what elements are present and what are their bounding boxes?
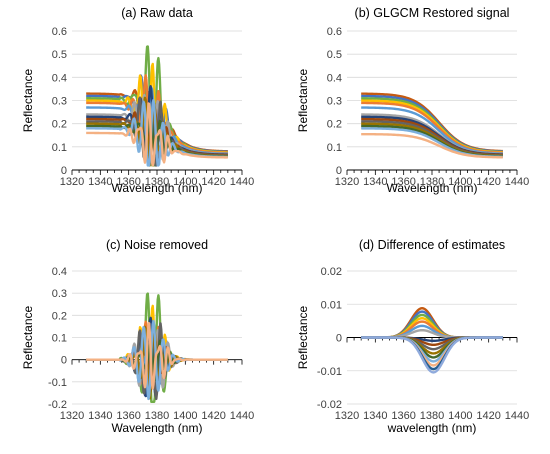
y-tick-label: -0.02 [317,399,342,411]
y-tick-label: 0.6 [327,26,342,38]
x-tick-label: 1400 [448,410,472,422]
y-tick-label: -0.1 [48,377,67,389]
x-tick-label: 1380 [420,410,444,422]
y-axis-label: Reflectance [296,68,310,132]
x-tick-label: 1400 [173,410,197,422]
y-tick-label: 0.1 [52,142,67,154]
y-tick-label: 0.1 [52,333,67,345]
x-tick-label: 1420 [476,410,500,422]
y-tick-label: 0.2 [52,119,67,131]
y-tick-label: -0.2 [48,399,67,411]
y-tick-label: 0.3 [52,96,67,108]
panel-a: 0 0.1 0.2 0.3 0.4 0.5 0.6 1320 1340 1360 1380 1400 1… [21,6,254,195]
x-tick-label: 1360 [391,176,415,188]
x-tick-label: 1340 [88,176,112,188]
x-tick-label: 1420 [476,176,500,188]
y-tick-label: 0.6 [52,26,67,38]
x-tick-label: 1360 [116,176,140,188]
y-tick-label: 0.5 [327,49,342,61]
x-tick-label: 1400 [448,176,472,188]
y-axis-label: Reflectance [296,305,310,369]
y-tick-label: 0.02 [321,266,342,278]
y-tick-label: 0.2 [327,119,342,131]
x-tick-label: 1440 [505,176,529,188]
chart-title: (c) Noise removed [106,238,208,252]
x-axis-label: Wavelength (nm) [112,421,203,435]
y-tick-label: 0.4 [52,266,67,278]
x-axis-label: Wavelength (nm) [387,181,478,195]
y-tick-label: 0.3 [52,288,67,300]
x-tick-label: 1320 [60,176,84,188]
x-tick-label: 1420 [201,176,225,188]
x-tick-label: 1320 [335,176,359,188]
y-tick-label: 0.01 [321,299,342,311]
y-tick-label: 0.5 [52,49,67,61]
y-tick-label: 0.4 [327,72,342,84]
y-tick-label: 0.3 [327,96,342,108]
chart-title: (a) Raw data [121,6,193,20]
y-axis-label: Reflectance [21,305,35,369]
x-tick-label: 1380 [145,410,169,422]
x-tick-label: 1440 [230,410,254,422]
x-tick-label: 1340 [363,176,387,188]
x-tick-label: 1360 [116,410,140,422]
y-tick-label: -0.01 [317,366,342,378]
panel-c: -0.2 -0.1 0 0.1 0.2 0.3 0.4 1320 1340 1360 1380 140… [21,238,254,435]
panel-b: 0 0.1 0.2 0.3 0.4 0.5 0.6 1320 1340 1360 1380 1400 1… [296,6,529,195]
chart-title: (b) GLGCM Restored signal [355,6,510,20]
chart-title: (d) Difference of estimates [359,238,505,252]
x-tick-label: 1420 [201,410,225,422]
x-tick-label: 1400 [173,176,197,188]
x-tick-label: 1440 [230,176,254,188]
x-axis-label: Wavelength (nm) [112,181,203,195]
restored-series-14 [361,132,503,159]
x-tick-label: 1320 [60,410,84,422]
y-tick-label: 0.4 [52,72,67,84]
noise-series-14 [85,321,229,390]
x-tick-label: 1440 [505,410,529,422]
y-tick-label: 0.1 [327,142,342,154]
x-tick-label: 1360 [391,410,415,422]
y-tick-label: 0 [61,165,67,177]
x-tick-label: 1320 [335,410,359,422]
y-tick-label: 0 [336,165,342,177]
difference-series-16 [361,336,503,374]
x-tick-label: 1340 [363,410,387,422]
y-axis-label: Reflectance [21,68,35,132]
x-tick-label: 1340 [88,410,112,422]
y-tick-label: 0.2 [52,310,67,322]
panel-d: -0.02 -0.01 0 0.01 0.02 1320 1340 1360 1380 1400 1… [296,238,529,435]
y-tick-label: 0 [61,355,67,367]
x-tick-label: 1380 [420,176,444,188]
x-axis-label: wavelength (nm) [387,421,477,435]
raw-series-14 [85,102,229,167]
y-tick-label: 0 [336,333,342,345]
x-tick-label: 1380 [145,176,169,188]
